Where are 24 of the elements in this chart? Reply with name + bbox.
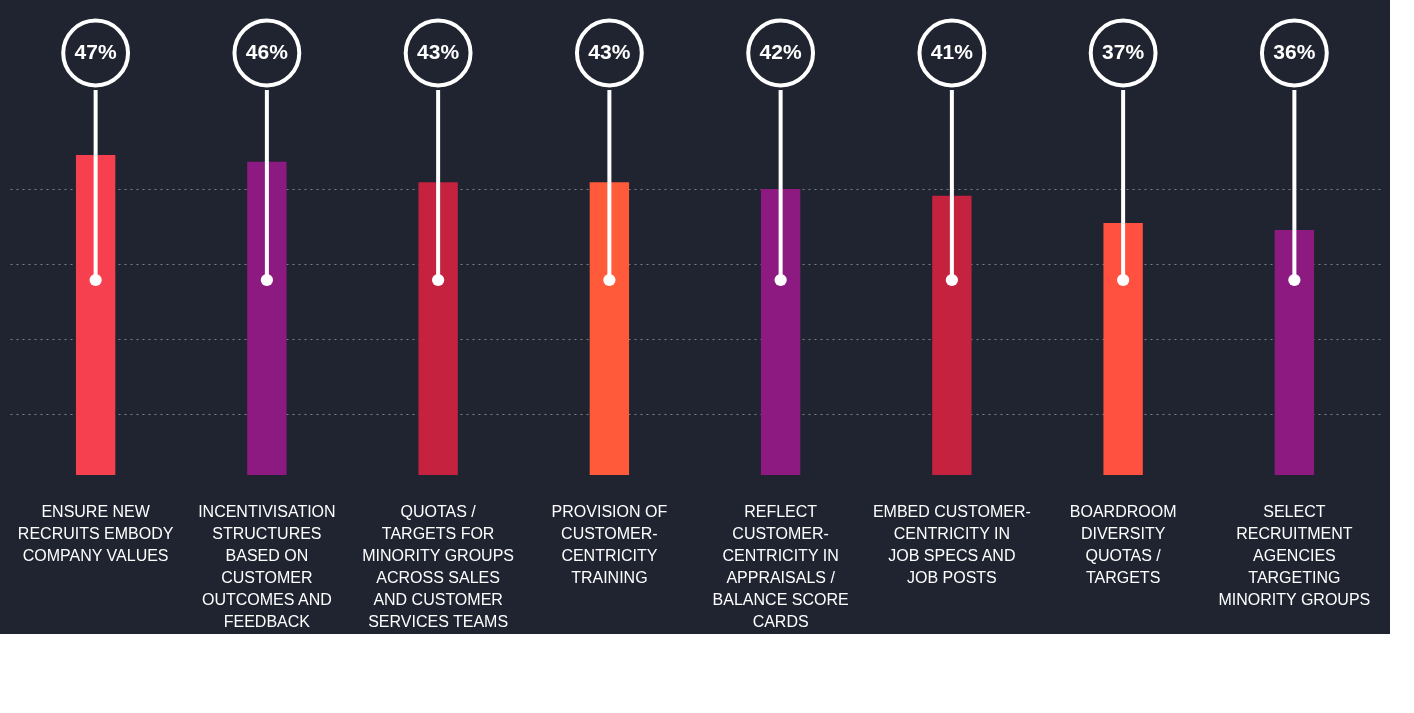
bar	[589, 182, 630, 475]
data-label: 41%	[930, 40, 974, 63]
data-label: 36%	[1273, 40, 1316, 63]
bar	[418, 182, 458, 475]
x-tick-label: REFLECT CUSTOMER-CENTRICITY IN APPRAISALS / BALANCE SCORE CARDS	[712, 502, 849, 630]
x-tick-label: PROVISION OF CUSTOMER-CENTRICITY TRAINING	[551, 502, 668, 586]
x-tick-label: QUOTAS / TARGETS FOR MINORITY GROUPS ACROSS SALES AND CUSTOMER SERVICES TEAMS	[362, 502, 514, 630]
x-tick-label: ENSURE NEW RECRUITS EMBODY COMPANY VALUES	[17, 502, 174, 564]
bar	[75, 155, 116, 475]
x-tick-label: INCENTIVISATION STRUCTURES BASED ON CUSTOMER OUTCOMES AND FEEDBACK	[198, 502, 336, 630]
data-label: 42%	[759, 40, 802, 63]
x-tick-label: SELECT RECRUITMENT AGENCIES TARGETING MINORITY GROUPS	[1218, 502, 1371, 608]
bar	[247, 161, 287, 475]
x-tick-label: BOARDROOM DIVERSITY QUOTAS / TARGETS	[1069, 502, 1177, 586]
data-label: 47%	[74, 40, 117, 63]
data-label: 46%	[245, 40, 289, 63]
data-label: 37%	[1102, 40, 1145, 63]
x-tick-label: EMBED CUSTOMER-CENTRICITY IN JOB SPECS AND JOB POSTS	[872, 502, 1031, 586]
bar	[932, 195, 972, 475]
bar	[1103, 223, 1143, 475]
data-label: 43%	[588, 40, 631, 63]
bar	[760, 189, 801, 475]
bar	[1274, 229, 1315, 475]
data-label: 43%	[417, 40, 460, 63]
